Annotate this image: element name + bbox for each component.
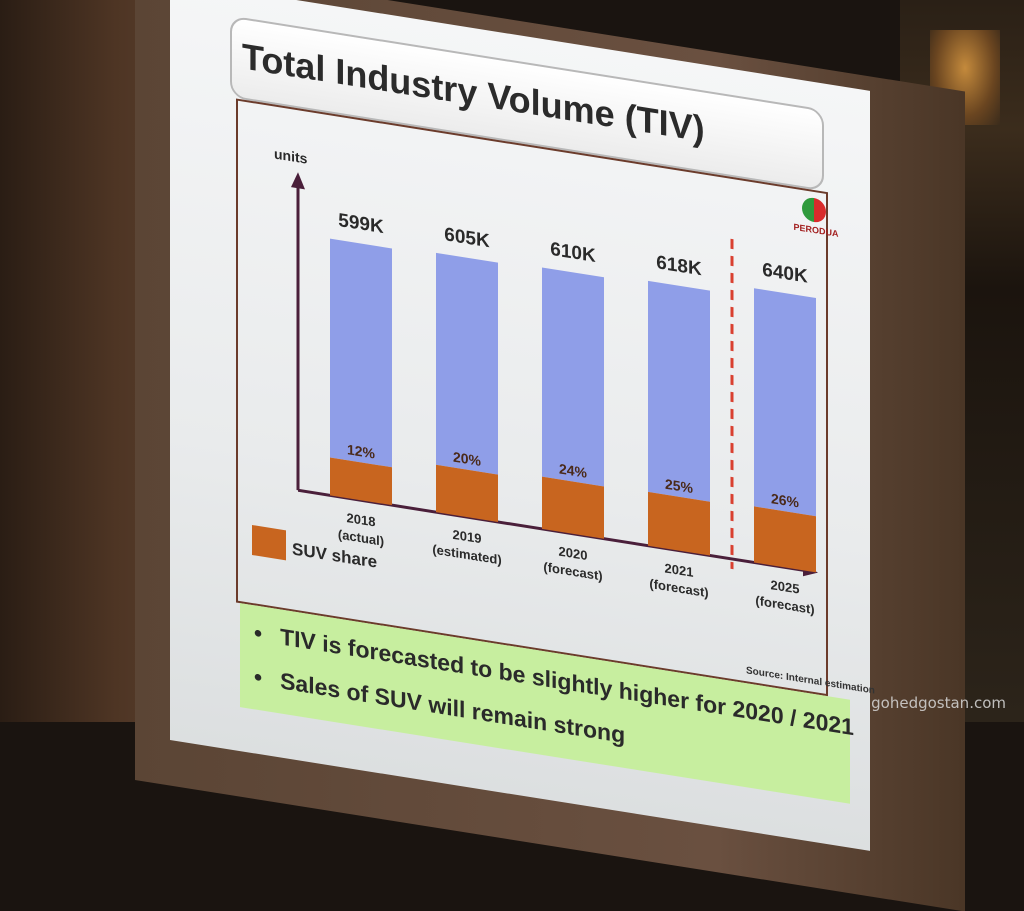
- bar-suv-share: [648, 491, 710, 556]
- watermark: gohedgostan.com: [871, 694, 1006, 712]
- y-axis-label: units: [274, 146, 308, 167]
- share-data-label: 24%: [559, 460, 587, 480]
- bar-tiv: [648, 280, 710, 502]
- bar-tiv: [754, 288, 816, 517]
- bar-tiv: [330, 238, 392, 468]
- bullet-dot-icon: •: [254, 619, 263, 647]
- chart-frame: PERODUA unitsYear599K12%2018(actual)605K…: [236, 98, 875, 697]
- bullet-dot-icon: •: [254, 663, 263, 691]
- bar-tiv: [542, 267, 604, 487]
- x-tick-label: 2025: [771, 577, 800, 596]
- total-data-label: 610K: [550, 239, 596, 267]
- share-data-label: 25%: [665, 476, 693, 496]
- x-tick-label: (forecast): [755, 593, 814, 617]
- share-data-label: 20%: [453, 449, 481, 469]
- total-data-label: 605K: [444, 224, 490, 252]
- tiv-bar-chart: unitsYear599K12%2018(actual)605K20%2019(…: [274, 146, 818, 617]
- x-tick-label: (actual): [338, 527, 384, 549]
- legend-label-suv: SUV share: [292, 539, 378, 572]
- bar-tiv: [436, 252, 498, 475]
- x-tick-label: (forecast): [649, 576, 708, 600]
- x-tick-label: (forecast): [543, 559, 602, 583]
- bar-suv-share: [436, 464, 498, 522]
- share-data-label: 26%: [771, 490, 799, 510]
- bar-suv-share: [542, 476, 604, 539]
- total-data-label: 618K: [656, 252, 702, 280]
- legend-swatch-suv: [252, 524, 286, 561]
- share-data-label: 12%: [347, 441, 375, 461]
- bar-suv-share: [754, 506, 816, 573]
- x-tick-label: 2020: [559, 544, 588, 563]
- x-tick-label: 2018: [347, 510, 376, 529]
- x-tick-label: (estimated): [432, 542, 501, 568]
- x-tick-label: 2019: [453, 527, 482, 546]
- total-data-label: 599K: [338, 210, 384, 238]
- total-data-label: 640K: [762, 260, 808, 288]
- x-tick-label: 2021: [665, 560, 694, 579]
- y-axis-arrow-icon: [291, 172, 305, 190]
- presentation-slide: Total Industry Volume (TIV) PERODUA unit…: [170, 0, 875, 851]
- bar-suv-share: [330, 457, 392, 506]
